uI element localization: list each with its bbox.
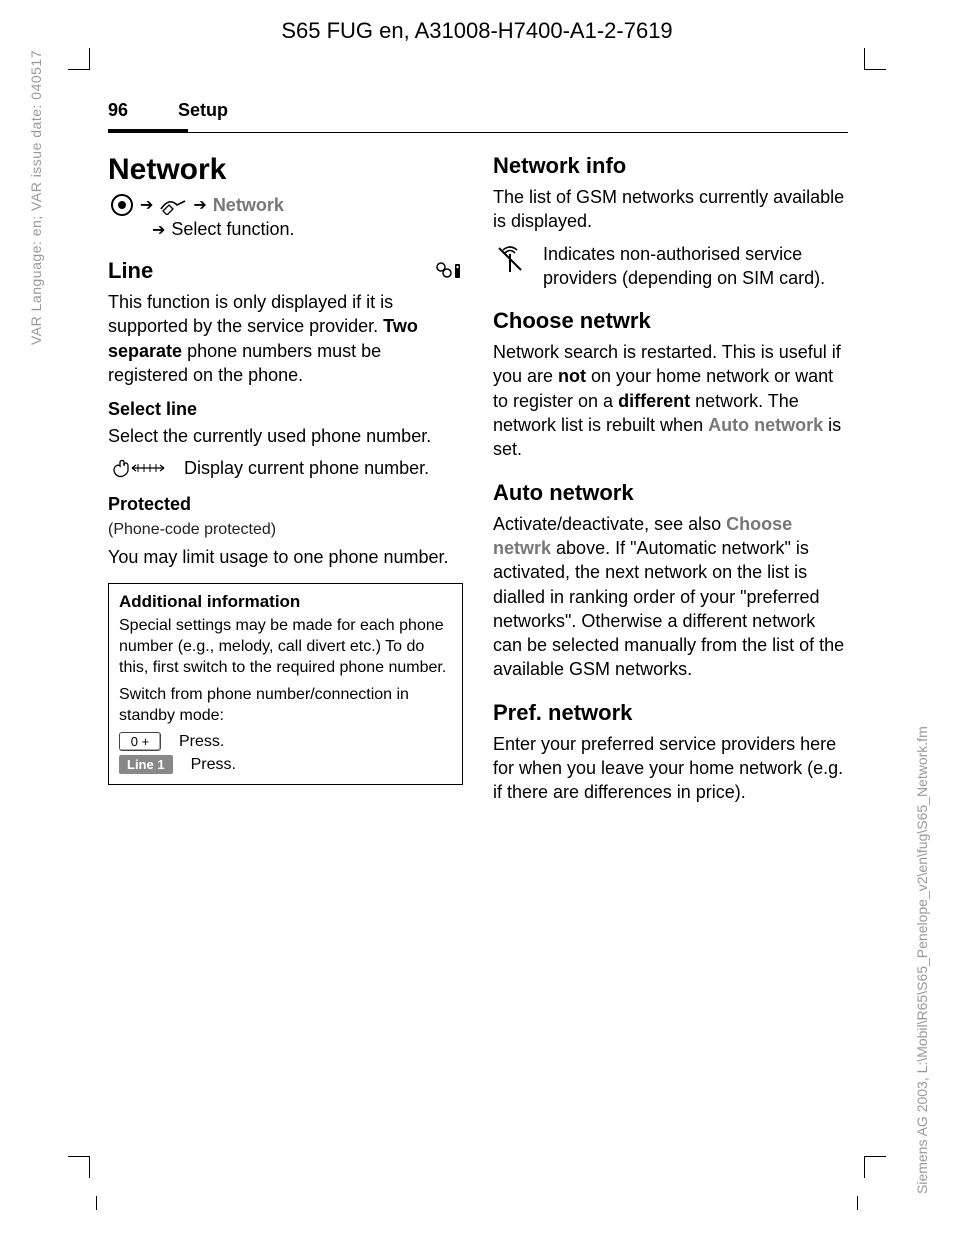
softkey-line1-action: Press. bbox=[191, 756, 236, 774]
key-row-0: 0 + Press. bbox=[119, 732, 452, 751]
nav-path-line1: ➔ ➔ Network bbox=[110, 193, 463, 217]
hand-icon-row: Display current phone number. bbox=[108, 456, 463, 482]
left-column: Network ➔ ➔ Network ➔ Select function. L… bbox=[108, 153, 463, 809]
document-header: S65 FUG en, A31008-H7400-A1-2-7619 bbox=[0, 18, 954, 44]
protected-paragraph: You may limit usage to one phone number. bbox=[108, 545, 463, 569]
text: Activate/deactivate, see also bbox=[493, 514, 726, 534]
text-bold: not bbox=[558, 366, 586, 386]
h2-auto-network: Auto network bbox=[493, 480, 848, 506]
text: This function is only displayed if it is… bbox=[108, 292, 393, 336]
h3-protected: Protected bbox=[108, 494, 463, 515]
h1-network: Network bbox=[108, 153, 463, 187]
setup-icon bbox=[159, 195, 187, 215]
nav-select-function: Select function. bbox=[171, 219, 294, 240]
arrow-icon: ➔ bbox=[152, 220, 165, 240]
crop-mark-bl bbox=[68, 1156, 90, 1178]
choose-network-paragraph: Network search is restarted. This is use… bbox=[493, 340, 848, 461]
text-gray: Auto network bbox=[708, 415, 823, 435]
nav-path-line2: ➔ Select function. bbox=[152, 219, 463, 240]
softkey-line1-icon: Line 1 bbox=[119, 755, 173, 774]
sim-services-icon bbox=[433, 261, 463, 281]
h2-text: Pref. network bbox=[493, 700, 632, 726]
key-row-line1: Line 1 Press. bbox=[119, 755, 452, 774]
text: above. If "Automatic network" is activat… bbox=[493, 538, 844, 679]
crop-mark-tl bbox=[68, 48, 90, 70]
antenna-crossed-icon bbox=[493, 242, 527, 276]
right-margin-note: Siemens AG 2003, L:\Mobil\R65\S65_Penelo… bbox=[914, 494, 930, 1194]
running-head: 96 Setup bbox=[108, 100, 848, 127]
crop-mark-tr bbox=[864, 48, 886, 70]
page-number: 96 bbox=[108, 100, 128, 121]
arrow-icon: ➔ bbox=[140, 195, 153, 215]
h2-pref-network: Pref. network bbox=[493, 700, 848, 726]
box-heading: Additional information bbox=[119, 592, 452, 612]
crop-mini-r bbox=[857, 1196, 858, 1210]
section-title: Setup bbox=[178, 100, 228, 121]
right-column: Network info The list of GSM networks cu… bbox=[493, 153, 848, 809]
line-paragraph: This function is only displayed if it is… bbox=[108, 290, 463, 387]
text-bold: different bbox=[618, 391, 690, 411]
pref-network-paragraph: Enter your preferred service providers h… bbox=[493, 732, 848, 805]
h2-text: Auto network bbox=[493, 480, 634, 506]
arrow-icon: ➔ bbox=[193, 195, 206, 215]
h2-text: Network info bbox=[493, 153, 626, 179]
auto-network-paragraph: Activate/deactivate, see also Choose net… bbox=[493, 512, 848, 682]
protected-subtitle: (Phone-code protected) bbox=[108, 519, 463, 541]
h3-select-line: Select line bbox=[108, 399, 463, 420]
antenna-text: Indicates non-authorised service provide… bbox=[543, 242, 848, 291]
h2-text: Choose netwrk bbox=[493, 308, 651, 334]
hand-text: Display current phone number. bbox=[184, 456, 463, 480]
joystick-icon bbox=[110, 193, 134, 217]
h2-choose-network: Choose netwrk bbox=[493, 308, 848, 334]
crop-mark-br bbox=[864, 1156, 886, 1178]
left-margin-note: VAR Language: en; VAR issue date: 040517 bbox=[28, 50, 44, 430]
hold-key-icon bbox=[108, 456, 168, 482]
box-p1: Special settings may be made for each ph… bbox=[119, 616, 452, 678]
antenna-icon-row: Indicates non-authorised service provide… bbox=[493, 242, 848, 291]
key-0-icon: 0 + bbox=[119, 732, 161, 751]
additional-info-box: Additional information Special settings … bbox=[108, 583, 463, 785]
crop-mini-l bbox=[96, 1196, 97, 1210]
h2-line-text: Line bbox=[108, 258, 153, 284]
key-0-action: Press. bbox=[179, 733, 224, 751]
box-p2: Switch from phone number/connection in s… bbox=[119, 685, 452, 727]
header-rule bbox=[108, 129, 848, 133]
network-info-paragraph: The list of GSM networks currently avail… bbox=[493, 185, 848, 234]
h2-line: Line bbox=[108, 258, 463, 284]
nav-network-label: Network bbox=[213, 195, 284, 216]
page-content: 96 Setup Network ➔ ➔ Network ➔ Select fu… bbox=[108, 100, 848, 809]
select-line-paragraph: Select the currently used phone number. bbox=[108, 424, 463, 448]
h2-network-info: Network info bbox=[493, 153, 848, 179]
